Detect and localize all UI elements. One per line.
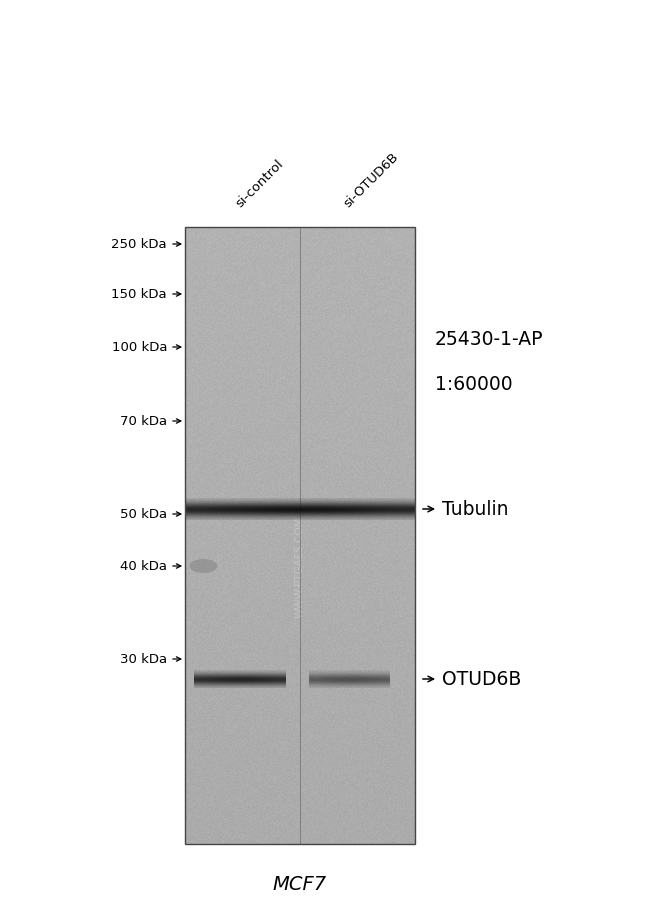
Text: si-OTUD6B: si-OTUD6B [341,150,401,210]
Bar [185,227,415,844]
Text: 250 kDa: 250 kDa [111,238,167,252]
Text: 50 kDa: 50 kDa [120,508,167,521]
Text: 100 kDa: 100 kDa [112,341,167,354]
Text: 40 kDa: 40 kDa [120,560,167,573]
Text: WWW.PTGAES.COM: WWW.PTGAES.COM [295,516,305,618]
Text: MCF7: MCF7 [273,874,327,893]
Text: 150 kDa: 150 kDa [111,288,167,301]
Text: si-control: si-control [233,157,286,210]
Text: Tubulin: Tubulin [442,500,508,519]
Text: 70 kDa: 70 kDa [120,415,167,428]
Text: OTUD6B: OTUD6B [442,670,521,689]
Text: 25430-1-AP: 25430-1-AP [435,329,543,348]
Ellipse shape [189,559,217,574]
Text: 1:60000: 1:60000 [435,374,512,393]
Text: 30 kDa: 30 kDa [120,653,167,666]
